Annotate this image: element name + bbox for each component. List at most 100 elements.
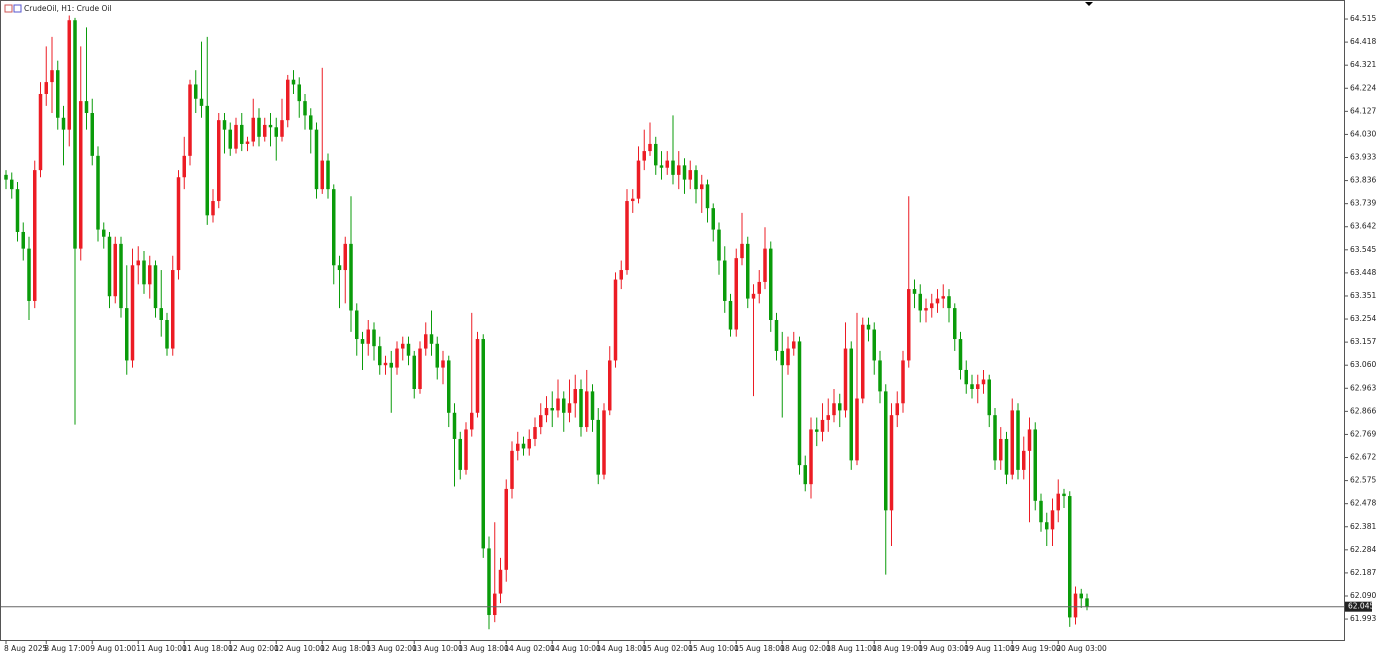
y-tick-label: 62.575 (1350, 476, 1376, 485)
candle-body (993, 415, 997, 461)
y-tick-label: 62.963 (1350, 383, 1376, 392)
y-tick-label: 63.254 (1350, 314, 1376, 323)
candle-body (234, 124, 238, 149)
candle-body (435, 343, 439, 368)
candle-body (360, 339, 365, 344)
candle-body (619, 270, 623, 280)
candle-body (769, 248, 773, 320)
candle-body (383, 362, 388, 366)
candle-body (763, 248, 767, 282)
candle-body (872, 329, 876, 361)
candle-body (746, 243, 750, 299)
candle-body (924, 308, 928, 311)
candle-body (613, 279, 618, 361)
candle-body (424, 334, 428, 349)
candle-body (861, 324, 865, 399)
candle-body (958, 339, 963, 370)
candle-body (1079, 593, 1083, 599)
candle-body (901, 360, 905, 404)
candle-body (596, 419, 600, 475)
candle-body (1045, 522, 1049, 530)
x-tick-label: 14 Aug 02:00 (504, 644, 555, 653)
candle-body (792, 341, 796, 349)
candle-body (481, 339, 485, 549)
candle-body (878, 360, 882, 392)
candle-body (786, 348, 790, 366)
x-tick-label: 19 Aug 03:00 (918, 644, 969, 653)
x-tick-label: 14 Aug 10:00 (550, 644, 601, 653)
candle-body (941, 296, 945, 299)
candle-body (694, 170, 698, 190)
candle-body (21, 231, 25, 249)
candle-body (590, 391, 595, 420)
candle-body (332, 189, 336, 266)
candle-body (803, 465, 807, 485)
candle-body (1010, 410, 1014, 475)
x-tick-label: 8 Aug 17:00 (44, 644, 90, 653)
candle-body (688, 170, 692, 180)
candle-body (337, 265, 342, 271)
candle-body (257, 117, 261, 137)
x-tick-label: 20 Aug 03:00 (1056, 644, 1107, 653)
candle-body (556, 398, 560, 411)
candle-body (884, 391, 888, 511)
y-tick-label: 64.418 (1350, 37, 1376, 46)
icon (4, 4, 13, 13)
candle-body (286, 79, 290, 121)
candle-body (981, 379, 986, 385)
candle-body (636, 160, 641, 199)
candle-body (826, 415, 830, 420)
candle-body (418, 348, 422, 389)
candle-body (1039, 500, 1043, 523)
candle-body (567, 403, 572, 413)
candle-body (1004, 438, 1009, 475)
candle-body (406, 343, 411, 356)
candle-body (659, 165, 664, 168)
candle-body (33, 170, 37, 301)
candle-body (240, 124, 244, 144)
candle-body (349, 243, 353, 311)
candle-body (493, 593, 497, 616)
y-tick-label: 64.127 (1350, 106, 1376, 115)
candle-body (303, 101, 307, 116)
y-tick-label: 63.157 (1350, 337, 1376, 346)
x-tick-label: 19 Aug 11:00 (964, 644, 1015, 653)
candle-body (366, 329, 370, 344)
candle-body (757, 281, 761, 294)
last-price-box (1345, 601, 1372, 612)
candle-body (245, 141, 250, 144)
candle-body (326, 160, 330, 190)
candle-body (976, 384, 980, 389)
candle-body (10, 179, 14, 190)
candle-body (1056, 493, 1060, 511)
candle-body (458, 438, 462, 470)
x-tick-label: 9 Aug 01:00 (90, 644, 136, 653)
candle-body (815, 429, 819, 432)
candle-body (1062, 493, 1066, 497)
x-tick-label: 11 Aug 18:00 (182, 644, 233, 653)
candle-body (61, 117, 66, 130)
x-tick-label: 14 Aug 18:00 (596, 644, 647, 653)
candle-body (56, 70, 60, 118)
candle-body (102, 229, 106, 237)
candle-body (602, 410, 606, 475)
candle-body (429, 334, 434, 344)
x-tick-label: 19 Aug 19:00 (1010, 644, 1061, 653)
candle-body (498, 569, 503, 594)
plot-frame (0, 0, 1345, 641)
candle-body (573, 388, 577, 404)
y-tick-label: 62.478 (1350, 499, 1376, 508)
candle-body (50, 70, 54, 83)
candle-body (809, 429, 813, 485)
y-tick-label: 64.515 (1350, 14, 1376, 23)
candle-body (918, 293, 922, 311)
candle-body (320, 160, 324, 190)
candle-body (452, 412, 457, 439)
candle-body (217, 120, 221, 202)
candle-body (539, 415, 543, 428)
candle-body (136, 260, 140, 266)
y-tick-label: 62.769 (1350, 429, 1376, 438)
candle-body (27, 248, 31, 301)
candle-body (1016, 410, 1020, 470)
